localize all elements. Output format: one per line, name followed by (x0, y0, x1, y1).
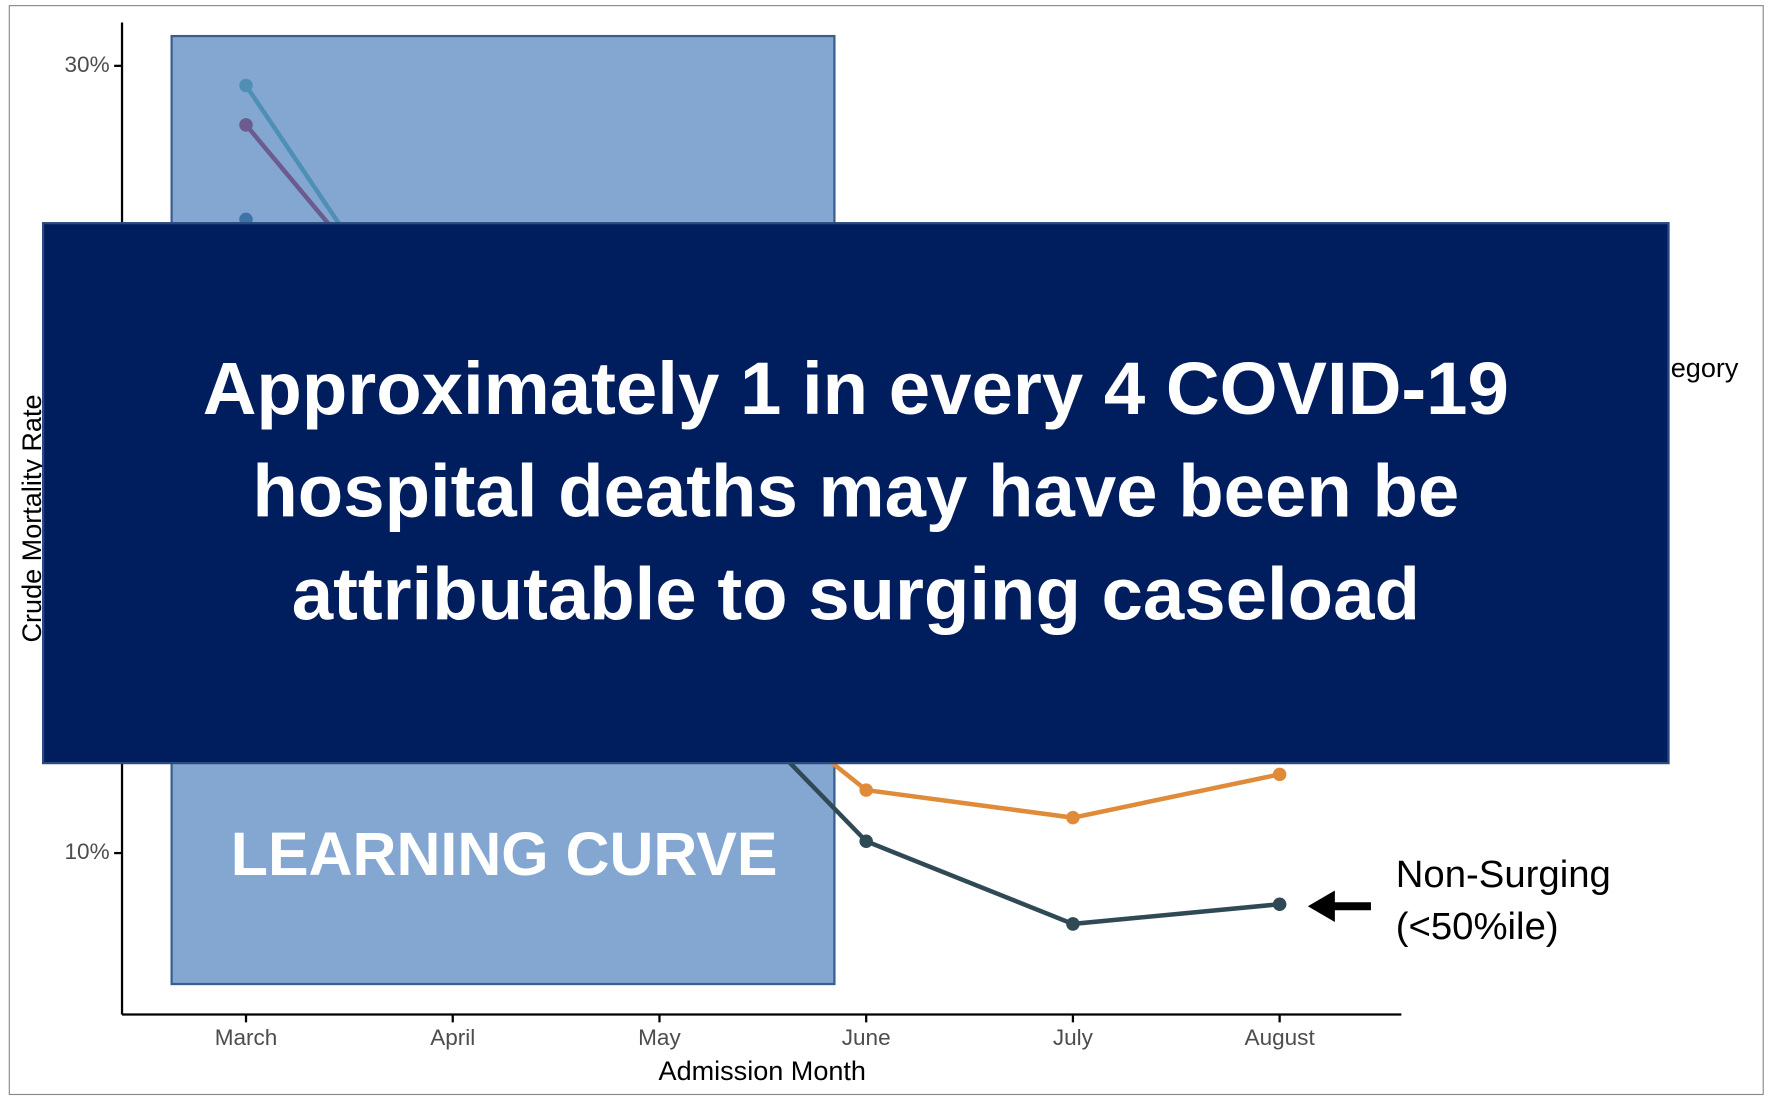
x-tick-label: July (1053, 1025, 1094, 1050)
data-point (1066, 917, 1080, 931)
overlay-text: Approximately 1 in every 4 COVID-19 (203, 347, 1509, 430)
data-point (859, 834, 873, 849)
x-tick-label: August (1245, 1025, 1316, 1050)
annotation: Non-Surging (1396, 853, 1611, 896)
data-point (239, 78, 253, 93)
y-tick-label: 30% (65, 52, 110, 77)
data-point (1272, 767, 1287, 782)
frame (8, 5, 1764, 1096)
overlay-text: hospital deaths may have been be (252, 450, 1459, 533)
overlay-box (41, 222, 1670, 765)
annotation: (<50%ile) (1396, 905, 1559, 948)
y-tick-label: 10% (65, 839, 110, 864)
arrow-head (1307, 890, 1335, 923)
x-tick-label: March (215, 1025, 278, 1050)
box-label: LEARNING CURVE (231, 820, 778, 888)
x-tick-label: May (638, 1025, 681, 1050)
overlay-text: attributable to surging caseload (292, 552, 1420, 635)
x-tick-label: June (842, 1025, 891, 1050)
x-tick-label: April (430, 1025, 475, 1050)
data-point (1272, 897, 1287, 912)
legend-title: egory (1671, 353, 1739, 383)
data-point (859, 783, 873, 797)
data-point (239, 118, 253, 132)
data-point (1066, 810, 1080, 825)
x-axis-title: Admission Month (659, 1056, 866, 1086)
